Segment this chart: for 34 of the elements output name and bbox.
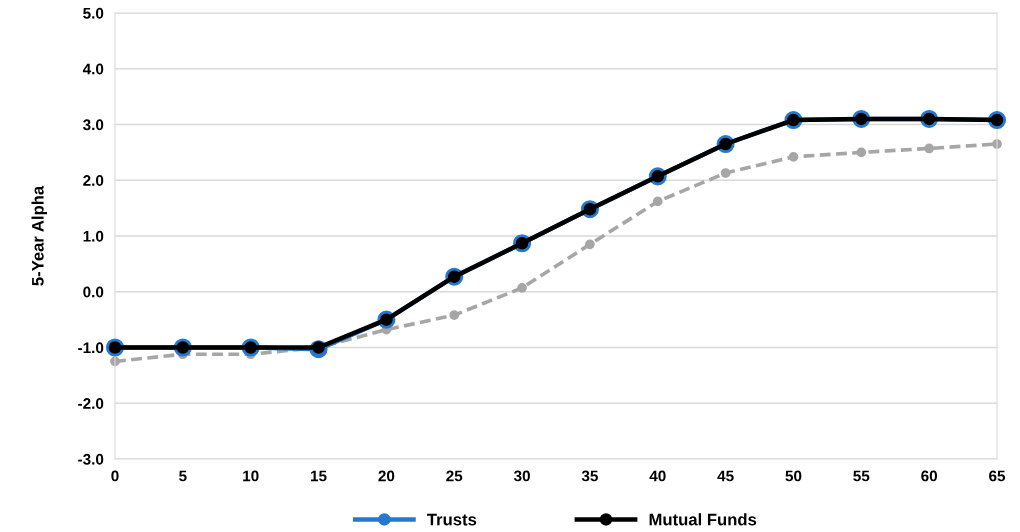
x-tick-label: 10 xyxy=(243,470,259,482)
point xyxy=(652,196,663,207)
y-tick-label: 5.0 xyxy=(83,7,104,19)
point xyxy=(517,282,527,293)
x-tick-label: 35 xyxy=(581,470,598,482)
y-tick-label: -2.0 xyxy=(78,398,104,409)
y-axis-title: 5-Year Alpha xyxy=(31,185,48,286)
x-tick-label: 0 xyxy=(111,470,119,482)
x-tick-label: 5 xyxy=(179,470,187,482)
x-tick-label: 30 xyxy=(513,470,530,482)
x-tick-label: 50 xyxy=(785,470,802,482)
x-tick-label: 20 xyxy=(378,470,395,482)
x-tick-label: 65 xyxy=(989,470,1006,482)
point xyxy=(585,239,595,250)
point xyxy=(856,147,867,158)
y-tick-label: 2.0 xyxy=(83,175,104,186)
x-tick-label: 15 xyxy=(311,470,327,482)
point xyxy=(924,143,935,154)
y-tick-label: 1.0 xyxy=(83,230,104,242)
x-tick-label: 45 xyxy=(717,470,734,482)
y-tick-label: 3.0 xyxy=(83,119,104,131)
legend-label: Trusts xyxy=(427,513,477,526)
y-tick-label: -1.0 xyxy=(78,342,104,354)
x-tick-label: 40 xyxy=(649,470,666,482)
y-tick-label: -3.0 xyxy=(78,453,104,465)
point xyxy=(788,151,799,162)
x-tick-label: 60 xyxy=(921,470,938,482)
y-tick-label: 4.0 xyxy=(82,63,104,75)
point xyxy=(449,310,460,321)
y-tick-label: 0.0 xyxy=(83,286,104,298)
legend-label: Mutual Funds xyxy=(649,513,757,526)
x-tick-label: 55 xyxy=(853,470,870,482)
x-tick-label: 25 xyxy=(446,470,463,482)
point xyxy=(720,168,731,178)
